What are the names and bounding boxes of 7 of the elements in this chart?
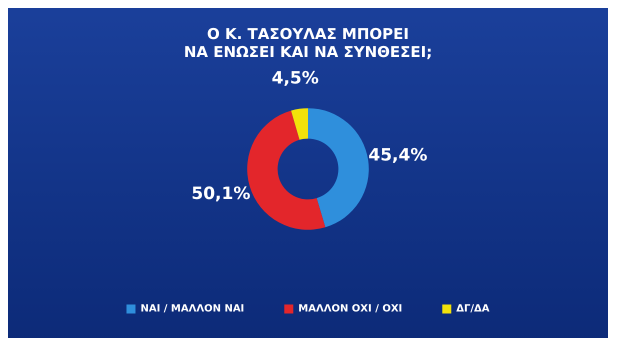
data-label: 4,5% xyxy=(272,68,319,89)
legend-label: ΜΑΛΛΟΝ ΟΧΙ / ΟΧΙ xyxy=(298,304,402,315)
legend-label: ΝΑΙ / ΜΑΛΛΟΝ ΝΑΙ xyxy=(140,304,244,315)
data-label: 50,1% xyxy=(191,184,250,204)
legend-label: ΔΓ/ΔΑ xyxy=(456,304,490,315)
data-label: 45,4% xyxy=(368,145,428,166)
chart-title: Ο Κ. ΤΑΣΟΥΛΑΣ ΜΠΟΡΕΙ ΝΑ ΕΝΩΣΕΙ ΚΑΙ ΝΑ ΣΥΝΘΕΣΕΙ; xyxy=(184,24,432,61)
